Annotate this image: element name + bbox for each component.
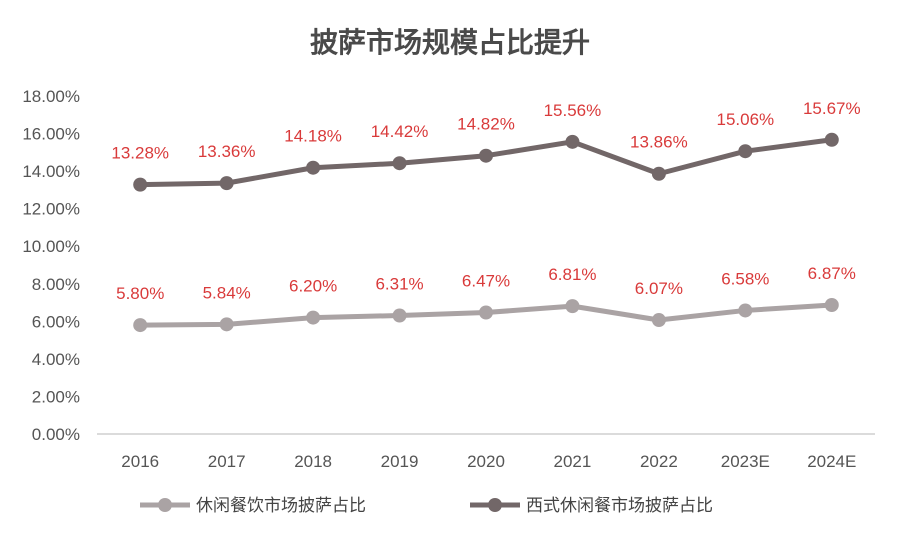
data-label: 5.80% — [116, 284, 164, 303]
data-label: 15.06% — [716, 110, 774, 129]
y-tick-label: 6.00% — [32, 312, 80, 331]
x-tick-label: 2022 — [640, 452, 678, 471]
legend: 休闲餐饮市场披萨占比 西式休闲餐市场披萨占比 — [140, 496, 713, 516]
x-tick-label: 2021 — [554, 452, 592, 471]
legend-label: 休闲餐饮市场披萨占比 — [196, 496, 366, 516]
data-point — [392, 308, 407, 323]
y-tick-label: 8.00% — [32, 275, 80, 294]
data-point — [651, 166, 666, 181]
data-point — [565, 299, 580, 314]
legend-label: 西式休闲餐市场披萨占比 — [526, 496, 713, 516]
data-point — [565, 134, 580, 149]
data-label: 14.82% — [457, 115, 515, 134]
data-label: 14.18% — [284, 127, 342, 146]
series-group: 5.80% 5.84% 6.20% 6.31% 6.47% 6.81% 6.07% 6.58%… — [111, 99, 861, 333]
data-label: 6.81% — [548, 265, 596, 284]
data-point — [392, 156, 407, 171]
data-point — [306, 310, 321, 325]
y-tick-label: 4.00% — [32, 350, 80, 369]
legend-marker — [158, 498, 172, 512]
data-point — [479, 305, 493, 320]
data-point — [824, 132, 839, 147]
chart-title: 披萨市场规模占比提升 — [310, 26, 590, 59]
x-tick-label: 2016 — [121, 452, 159, 471]
y-tick-label: 16.00% — [22, 125, 80, 144]
data-label: 14.42% — [371, 122, 429, 141]
data-point — [219, 176, 234, 191]
data-label: 6.58% — [721, 269, 769, 288]
data-point — [133, 318, 148, 333]
y-tick-label: 18.00% — [22, 87, 80, 106]
data-point — [651, 313, 666, 328]
data-label: 6.07% — [635, 279, 683, 298]
data-label: 6.87% — [808, 264, 856, 283]
data-label: 15.56% — [544, 101, 602, 120]
x-axis: 2016 2017 2018 2019 2020 2021 2022 2023E 2024E — [121, 452, 856, 471]
data-label: 13.28% — [111, 144, 169, 163]
data-label: 6.47% — [462, 272, 510, 291]
data-point — [738, 144, 753, 159]
y-tick-label: 12.00% — [22, 200, 80, 219]
y-tick-label: 10.00% — [22, 237, 80, 256]
x-tick-label: 2019 — [381, 452, 419, 471]
data-label: 6.20% — [289, 277, 337, 296]
x-tick-label: 2018 — [294, 452, 332, 471]
x-tick-label: 2023E — [721, 452, 770, 471]
y-axis: 0.00% 2.00% 4.00% 6.00% 8.00% 10.00% 12.00% 14.… — [22, 87, 80, 444]
x-tick-label: 2017 — [208, 452, 246, 471]
data-label: 15.67% — [803, 99, 861, 118]
data-label: 13.86% — [630, 133, 688, 152]
x-tick-label: 2024E — [807, 452, 856, 471]
y-tick-label: 0.00% — [32, 425, 80, 444]
data-point — [306, 160, 321, 175]
legend-marker — [488, 498, 502, 512]
x-tick-label: 2020 — [467, 452, 505, 471]
data-label: 13.36% — [198, 142, 256, 161]
data-point — [738, 303, 753, 318]
data-point — [133, 177, 148, 192]
y-tick-label: 2.00% — [32, 387, 80, 406]
data-point — [479, 148, 493, 163]
data-label: 6.31% — [375, 275, 423, 294]
data-point — [219, 317, 234, 332]
y-tick-label: 14.00% — [22, 162, 80, 181]
data-point — [824, 297, 839, 312]
data-label: 5.84% — [203, 283, 251, 302]
